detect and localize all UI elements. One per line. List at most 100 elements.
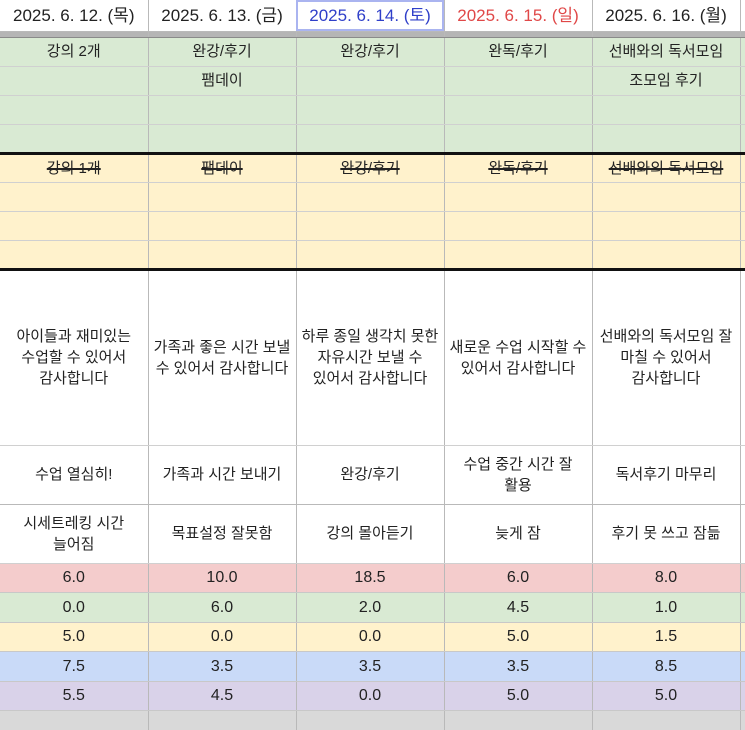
date-header-cell[interactable]: 2025. 6. 12. (목) bbox=[0, 0, 149, 32]
hours-cell[interactable] bbox=[0, 710, 149, 730]
done-cell[interactable] bbox=[148, 211, 297, 241]
hours-cell[interactable]: 4.5 bbox=[148, 681, 297, 711]
hours-cell[interactable]: 6.0 bbox=[0, 562, 149, 593]
empty-cell[interactable] bbox=[740, 151, 745, 183]
hours-cell[interactable]: 3.5 bbox=[148, 651, 297, 682]
hours-cell[interactable]: 8.5 bbox=[592, 651, 741, 682]
empty-cell[interactable] bbox=[740, 504, 745, 564]
plan-cell[interactable] bbox=[296, 95, 445, 125]
plan-cell[interactable] bbox=[296, 124, 445, 154]
hours-cell[interactable]: 4.5 bbox=[444, 592, 593, 623]
empty-cell[interactable] bbox=[740, 124, 745, 154]
done-cell[interactable]: 선배와의 독서모임 bbox=[592, 151, 741, 183]
plan-cell[interactable]: 팸데이 bbox=[148, 66, 297, 96]
plan-cell[interactable] bbox=[296, 66, 445, 96]
plan-cell[interactable] bbox=[592, 124, 741, 154]
hours-cell[interactable]: 1.5 bbox=[592, 622, 741, 652]
empty-cell[interactable] bbox=[740, 622, 745, 652]
done-cell[interactable] bbox=[0, 211, 149, 241]
gratitude-cell[interactable]: 선배와의 독서모임 잘 마칠 수 있어서 감사합니다 bbox=[592, 267, 741, 446]
hours-cell[interactable]: 0.0 bbox=[296, 622, 445, 652]
empty-cell[interactable] bbox=[740, 182, 745, 212]
date-header-cell[interactable]: 2025. 6. 13. (금) bbox=[148, 0, 297, 32]
hours-cell[interactable] bbox=[592, 710, 741, 730]
done-cell[interactable] bbox=[296, 240, 445, 270]
done-cell[interactable] bbox=[592, 240, 741, 270]
empty-cell[interactable] bbox=[740, 562, 745, 593]
empty-cell[interactable] bbox=[740, 267, 745, 446]
empty-cell[interactable] bbox=[740, 211, 745, 241]
hours-cell[interactable]: 7.5 bbox=[0, 651, 149, 682]
plan-cell[interactable] bbox=[148, 95, 297, 125]
done-cell[interactable] bbox=[444, 240, 593, 270]
bad-point-cell[interactable]: 시세트레킹 시간 늘어짐 bbox=[0, 504, 149, 564]
hours-cell[interactable]: 6.0 bbox=[444, 562, 593, 593]
empty-cell[interactable] bbox=[740, 240, 745, 270]
date-header-cell-sunday[interactable]: 2025. 6. 15. (일) bbox=[444, 0, 593, 32]
empty-cell[interactable] bbox=[740, 651, 745, 682]
hours-cell[interactable]: 0.0 bbox=[148, 622, 297, 652]
hours-cell[interactable]: 0.0 bbox=[0, 592, 149, 623]
empty-cell[interactable] bbox=[740, 95, 745, 125]
empty-cell[interactable] bbox=[740, 710, 745, 730]
done-cell[interactable]: 완독/후기 bbox=[444, 151, 593, 183]
hours-cell[interactable]: 5.0 bbox=[0, 622, 149, 652]
empty-cell[interactable] bbox=[740, 66, 745, 96]
done-cell[interactable] bbox=[148, 182, 297, 212]
plan-cell[interactable] bbox=[148, 124, 297, 154]
good-point-cell[interactable]: 완강/후기 bbox=[296, 445, 445, 505]
date-header-cell[interactable]: 2025. 6. 16. (월) bbox=[592, 0, 741, 32]
done-cell[interactable] bbox=[592, 211, 741, 241]
plan-cell[interactable]: 강의 2개 bbox=[0, 37, 149, 67]
gratitude-cell[interactable]: 하루 종일 생각치 못한 자유시간 보낼 수 있어서 감사합니다 bbox=[296, 267, 445, 446]
date-header-cell-saturday[interactable]: 2025. 6. 14. (토) bbox=[296, 0, 445, 32]
plan-cell[interactable] bbox=[444, 66, 593, 96]
plan-cell[interactable]: 선배와의 독서모임 bbox=[592, 37, 741, 67]
hours-cell[interactable]: 5.0 bbox=[444, 681, 593, 711]
hours-cell[interactable]: 18.5 bbox=[296, 562, 445, 593]
done-cell[interactable] bbox=[296, 211, 445, 241]
hours-cell[interactable]: 5.0 bbox=[444, 622, 593, 652]
hours-cell[interactable]: 5.0 bbox=[592, 681, 741, 711]
done-cell[interactable] bbox=[444, 182, 593, 212]
done-cell[interactable] bbox=[444, 211, 593, 241]
hours-cell[interactable] bbox=[148, 710, 297, 730]
plan-cell[interactable] bbox=[0, 95, 149, 125]
plan-cell[interactable] bbox=[592, 95, 741, 125]
plan-cell[interactable] bbox=[0, 66, 149, 96]
done-cell[interactable] bbox=[148, 240, 297, 270]
hours-cell[interactable]: 8.0 bbox=[592, 562, 741, 593]
gratitude-cell[interactable]: 아이들과 재미있는 수업할 수 있어서 감사합니다 bbox=[0, 267, 149, 446]
hours-cell[interactable]: 10.0 bbox=[148, 562, 297, 593]
bad-point-cell[interactable]: 늦게 잠 bbox=[444, 504, 593, 564]
plan-cell[interactable]: 완강/후기 bbox=[296, 37, 445, 67]
hours-cell[interactable]: 6.0 bbox=[148, 592, 297, 623]
plan-cell[interactable]: 완독/후기 bbox=[444, 37, 593, 67]
bad-point-cell[interactable]: 강의 몰아듣기 bbox=[296, 504, 445, 564]
good-point-cell[interactable]: 수업 중간 시간 잘 활용 bbox=[444, 445, 593, 505]
empty-cell[interactable] bbox=[740, 681, 745, 711]
hours-cell[interactable]: 1.0 bbox=[592, 592, 741, 623]
good-point-cell[interactable]: 독서후기 마무리 bbox=[592, 445, 741, 505]
bad-point-cell[interactable]: 후기 못 쓰고 잠듦 bbox=[592, 504, 741, 564]
gratitude-cell[interactable]: 가족과 좋은 시간 보낼 수 있어서 감사합니다 bbox=[148, 267, 297, 446]
done-cell[interactable]: 팸데이 bbox=[148, 151, 297, 183]
done-cell[interactable] bbox=[0, 182, 149, 212]
hours-cell[interactable]: 5.5 bbox=[0, 681, 149, 711]
bad-point-cell[interactable]: 목표설정 잘못함 bbox=[148, 504, 297, 564]
plan-cell[interactable] bbox=[0, 124, 149, 154]
plan-cell[interactable]: 완강/후기 bbox=[148, 37, 297, 67]
done-cell[interactable]: 완강/후기 bbox=[296, 151, 445, 183]
good-point-cell[interactable]: 수업 열심히! bbox=[0, 445, 149, 505]
hours-cell[interactable]: 3.5 bbox=[444, 651, 593, 682]
gratitude-cell[interactable]: 새로운 수업 시작할 수 있어서 감사합니다 bbox=[444, 267, 593, 446]
plan-cell[interactable]: 조모임 후기 bbox=[592, 66, 741, 96]
empty-cell[interactable] bbox=[740, 37, 745, 67]
plan-cell[interactable] bbox=[444, 124, 593, 154]
plan-cell[interactable] bbox=[444, 95, 593, 125]
hours-cell[interactable] bbox=[296, 710, 445, 730]
empty-cell[interactable] bbox=[740, 445, 745, 505]
done-cell[interactable] bbox=[592, 182, 741, 212]
good-point-cell[interactable]: 가족과 시간 보내기 bbox=[148, 445, 297, 505]
hours-cell[interactable]: 3.5 bbox=[296, 651, 445, 682]
